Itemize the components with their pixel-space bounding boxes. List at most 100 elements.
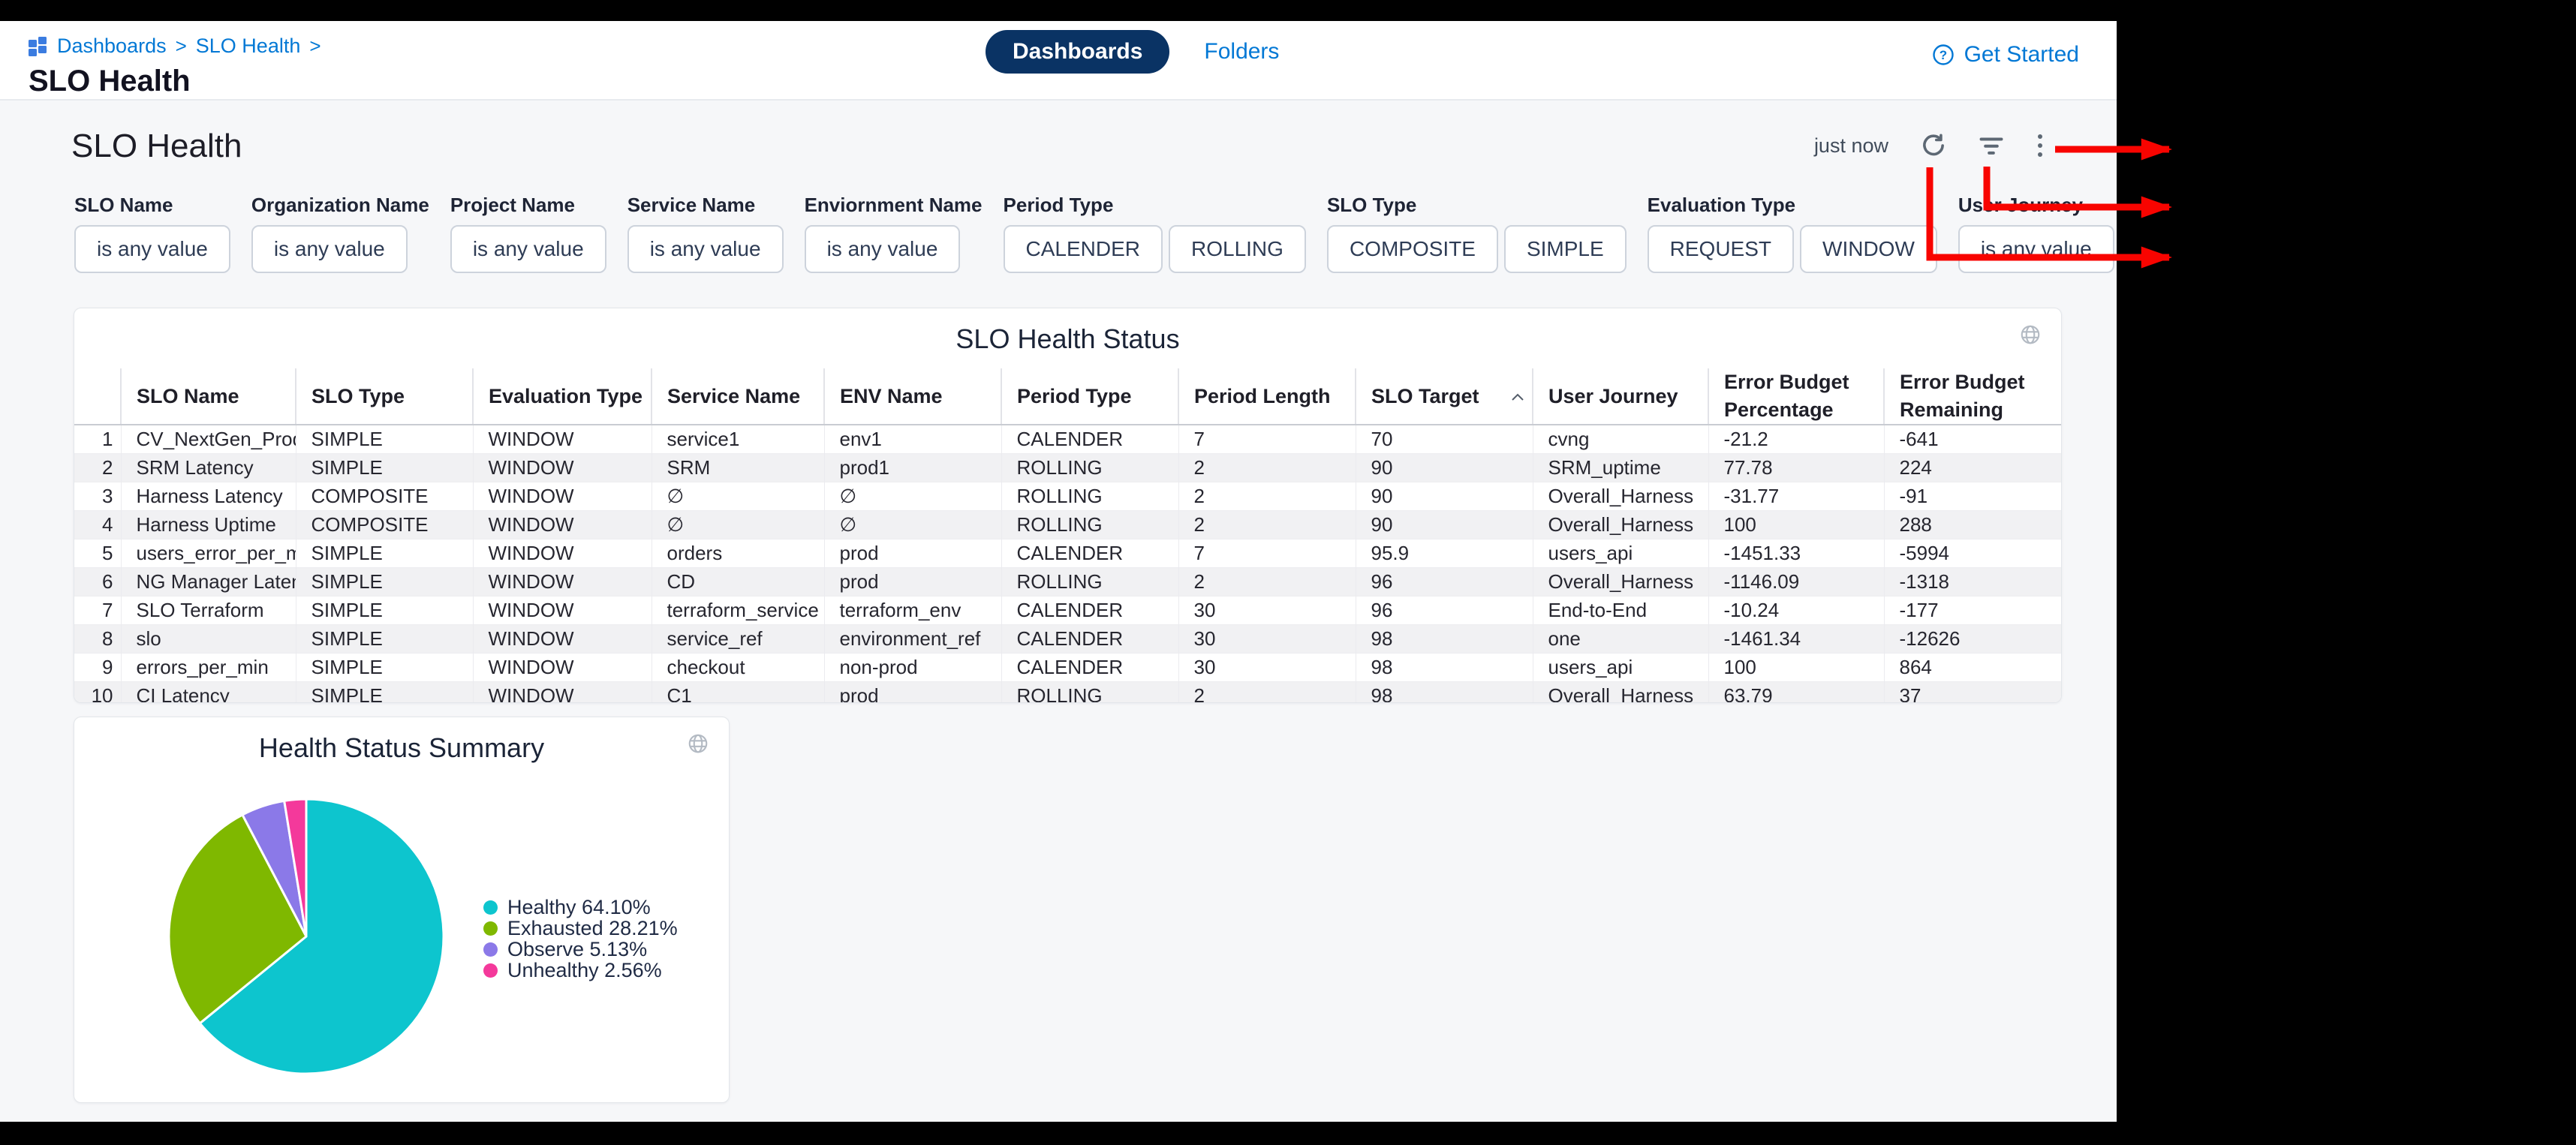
column-header-user-journey[interactable]: User Journey	[1532, 368, 1708, 425]
column-header-slo-target[interactable]: SLO Target	[1355, 368, 1533, 425]
filter-chip-evaluation-type-request[interactable]: REQUEST	[1647, 225, 1795, 273]
cell-period-length: 2	[1178, 453, 1356, 482]
filter-chip-user-journey-is-any-value[interactable]: is any value	[1958, 225, 2114, 273]
cell-error-budget-remaining: -12626	[1883, 624, 2061, 654]
breadcrumb-slo-health[interactable]: SLO Health	[195, 35, 301, 57]
cell-period-type: ROLLING	[1001, 482, 1178, 511]
tab-folders[interactable]: Folders	[1204, 39, 1280, 64]
legend-item-observe[interactable]: Observe 5.13%	[483, 937, 678, 960]
cell-error-budget-percentage: 77.78	[1708, 453, 1884, 482]
get-started-link[interactable]: ? Get Started	[1931, 42, 2079, 68]
filter-chip-evaluation-type-window[interactable]: WINDOW	[1800, 225, 1937, 273]
row-number-cell: 6	[102, 570, 113, 593]
filter-chip-service-name-is-any-value[interactable]: is any value	[627, 225, 784, 273]
legend-label: Healthy 64.10%	[507, 895, 651, 918]
cell-error-budget-remaining: -1318	[1883, 567, 2061, 597]
cell-evaluation-type: WINDOW	[472, 567, 652, 597]
column-header-error-budget-remaining[interactable]: Error Budget Remaining	[1883, 368, 2061, 425]
cell-service-name: ∅	[651, 510, 824, 539]
cell-error-budget-percentage: -1461.34	[1708, 624, 1884, 654]
filter-icon[interactable]	[1979, 133, 2004, 158]
filter-label-project-name: Project Name	[450, 194, 575, 216]
table-row: 1 CV_NextGen_Prod SIMPLE WINDOW service1 env1…	[74, 425, 2061, 454]
legend-item-unhealthy[interactable]: Unhealthy 2.56%	[483, 958, 678, 981]
cell-env-name: terraform_env	[823, 596, 1001, 625]
filter-chip-slo-name-is-any-value[interactable]: is any value	[74, 225, 230, 273]
cell-period-type: ROLLING	[1001, 510, 1178, 539]
cell-service-name: ∅	[651, 482, 824, 511]
filter-buttons: COMPOSITE SIMPLE	[1326, 225, 1627, 273]
filter-label-service-name: Service Name	[627, 194, 756, 216]
column-header-evaluation-type[interactable]: Evaluation Type	[472, 368, 652, 425]
filter-group-evaluation-type: Evaluation Type REQUEST WINDOW	[1647, 192, 1937, 273]
cell-slo-name: Harness Uptime	[120, 510, 296, 539]
cell-env-name: prod	[823, 539, 1001, 568]
column-header-error-budget-percentage[interactable]: Error Budget Percentage	[1708, 368, 1884, 425]
cell-service-name: orders	[651, 539, 824, 568]
cell-period-length: 2	[1178, 567, 1356, 597]
globe-icon[interactable]	[687, 732, 709, 759]
tab-dashboards[interactable]: Dashboards	[986, 30, 1170, 74]
table-title: SLO Health Status	[955, 323, 1180, 354]
filter-group-slo-type: SLO Type COMPOSITE SIMPLE	[1326, 192, 1627, 273]
cell-slo-type: COMPOSITE	[295, 482, 473, 511]
column-header-period-type[interactable]: Period Type	[1001, 368, 1178, 425]
column-header-slo-type[interactable]: SLO Type	[295, 368, 473, 425]
filter-group-enviornment-name: Enviornment Name is any value	[804, 192, 983, 273]
cell-evaluation-type: WINDOW	[472, 596, 652, 625]
column-header-period-length[interactable]: Period Length	[1178, 368, 1356, 425]
page-title: SLO Health	[29, 65, 191, 98]
row-number-cell: 7	[102, 599, 113, 621]
cell-service-name: CD	[651, 567, 824, 597]
pie-title: Health Status Summary	[258, 732, 545, 763]
cell-period-length: 30	[1178, 624, 1356, 654]
row-number-cell: 3	[102, 485, 113, 507]
filter-chip-period-type-calender[interactable]: CALENDER	[1003, 225, 1163, 273]
cell-period-type: CALENDER	[1001, 653, 1178, 682]
row-number-cell: 9	[102, 656, 113, 678]
filter-chip-slo-type-simple[interactable]: SIMPLE	[1503, 225, 1627, 273]
filter-label-slo-type: SLO Type	[1326, 194, 1417, 216]
main-tabs: Dashboards Folders	[986, 30, 1279, 74]
cell-user-journey: one	[1532, 624, 1708, 654]
legend-item-exhausted[interactable]: Exhausted 28.21%	[483, 917, 678, 939]
filter-label-slo-name: SLO Name	[74, 194, 173, 216]
filter-chip-project-name-is-any-value[interactable]: is any value	[450, 225, 606, 273]
cell-env-name: prod	[823, 681, 1001, 702]
legend-item-healthy[interactable]: Healthy 64.10%	[483, 895, 678, 918]
slo-health-status-card: SLO Health Status SLO Name SLO Type Evalua…	[74, 308, 2062, 703]
cell-slo-name: CV_NextGen_Prod	[120, 425, 296, 454]
table-row: 4 Harness Uptime COMPOSITE WINDOW ∅ ∅ ROLLING 2…	[74, 510, 2061, 539]
column-header-slo-name[interactable]: SLO Name	[120, 368, 296, 425]
legend-label: Unhealthy 2.56%	[507, 958, 662, 981]
health-status-pie-chart[interactable]	[164, 794, 449, 1079]
pie-slice-exhausted[interactable]	[167, 813, 308, 1025]
filter-chip-period-type-rolling[interactable]: ROLLING	[1169, 225, 1306, 273]
column-header-service-name[interactable]: Service Name	[651, 368, 824, 425]
legend-label: Observe 5.13%	[507, 937, 648, 960]
table-row: 10 CI Latency SIMPLE WINDOW C1 prod ROLLING 2 98…	[74, 681, 2061, 702]
filter-group-service-name: Service Name is any value	[627, 192, 784, 273]
cell-slo-name: CI Latency	[120, 681, 296, 702]
filter-group-user-journey: User Journey is any value	[1958, 192, 2114, 273]
kebab-menu-icon[interactable]	[2036, 132, 2045, 159]
filter-chip-slo-type-composite[interactable]: COMPOSITE	[1326, 225, 1498, 273]
filter-buttons: is any value	[1958, 225, 2114, 273]
row-number-cell: 8	[102, 627, 113, 650]
filter-chip-enviornment-name-is-any-value[interactable]: is any value	[804, 225, 961, 273]
breadcrumb-dashboards[interactable]: Dashboards	[57, 35, 167, 57]
pie-slice-healthy[interactable]	[198, 798, 445, 1075]
cell-slo-target: 70	[1355, 425, 1533, 454]
refresh-icon[interactable]	[1920, 132, 1947, 159]
get-started-label: Get Started	[1964, 42, 2079, 67]
table-row: 5 users_error_per_minSIMPLEWINDOWorderspr…	[74, 539, 2061, 568]
cell-period-length: 2	[1178, 482, 1356, 511]
pie-slice-unhealthy[interactable]	[283, 798, 308, 938]
cell-evaluation-type: WINDOW	[472, 539, 652, 568]
cell-env-name: ∅	[823, 510, 1001, 539]
filter-chip-organization-name-is-any-value[interactable]: is any value	[251, 225, 408, 273]
cell-error-budget-remaining: 864	[1883, 653, 2061, 682]
globe-icon[interactable]	[2019, 323, 2042, 350]
cell-error-budget-remaining: 288	[1883, 510, 2061, 539]
column-header-env-name[interactable]: ENV Name	[823, 368, 1001, 425]
